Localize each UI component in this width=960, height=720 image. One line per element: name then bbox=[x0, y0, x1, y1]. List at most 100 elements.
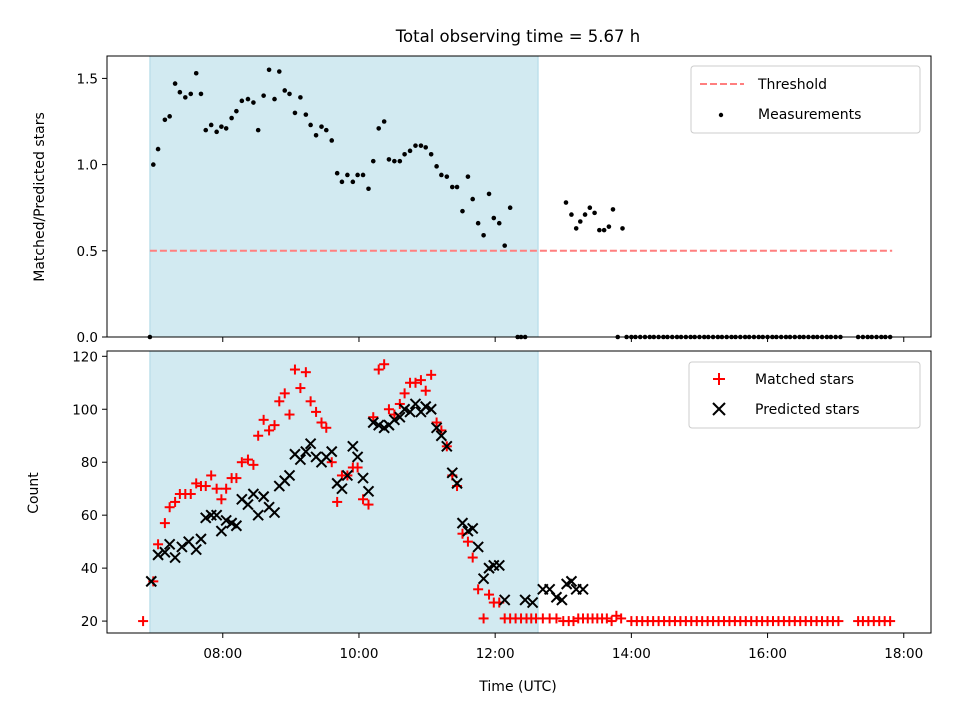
predicted-star-point bbox=[215, 525, 228, 537]
predicted-star-point bbox=[409, 398, 422, 410]
matched-star-point bbox=[311, 406, 322, 417]
measurement-point bbox=[355, 172, 360, 178]
matched-star-point bbox=[289, 364, 300, 375]
measurement-point bbox=[481, 232, 486, 238]
predicted-star-point bbox=[347, 440, 359, 453]
measurement-point bbox=[413, 143, 418, 148]
matched-star-point bbox=[885, 616, 896, 627]
measurement-point bbox=[203, 127, 209, 133]
predicted-stars-series bbox=[145, 398, 589, 609]
measurement-point bbox=[460, 208, 465, 214]
predicted-star-point bbox=[362, 485, 375, 498]
predicted-star-point bbox=[230, 520, 243, 532]
measurement-point bbox=[486, 191, 492, 197]
measurement-point bbox=[282, 88, 288, 93]
predicted-star-point bbox=[145, 575, 157, 588]
predicted-star-point bbox=[398, 403, 411, 415]
bottom-x-tick-label: 14:00 bbox=[612, 646, 651, 662]
bottom-legend: Matched stars Predicted stars bbox=[688, 361, 921, 429]
matched-star-point bbox=[415, 375, 426, 386]
predicted-star-point bbox=[341, 469, 354, 482]
matched-star-point bbox=[200, 481, 211, 492]
predicted-star-point bbox=[388, 414, 401, 426]
bottom-x-tick-label: 16:00 bbox=[748, 646, 787, 662]
measurement-point bbox=[376, 126, 382, 131]
measurement-point bbox=[449, 184, 455, 190]
bottom-axes-frame bbox=[106, 350, 932, 634]
measurement-point bbox=[155, 146, 161, 152]
measurement-point bbox=[439, 172, 444, 178]
legend-measurements-swatch bbox=[718, 112, 724, 118]
measurement-point bbox=[454, 184, 460, 190]
measurement-point bbox=[151, 162, 156, 167]
bottom-y-tick-label: 60 bbox=[81, 508, 98, 524]
matched-star-point bbox=[138, 616, 149, 627]
legend-predicted-label: Predicted stars bbox=[755, 402, 860, 418]
predicted-star-point bbox=[294, 453, 307, 466]
measurement-point bbox=[219, 124, 224, 129]
legend-measurements-label: Measurements bbox=[758, 107, 861, 123]
legend-predicted-swatch bbox=[712, 402, 726, 416]
top-y-tick-label: 1.5 bbox=[77, 71, 98, 87]
matched-star-point bbox=[264, 425, 275, 436]
predicted-star-point bbox=[190, 543, 202, 556]
matched-star-point bbox=[363, 499, 374, 510]
predicted-star-point bbox=[425, 403, 437, 415]
measurement-point bbox=[339, 179, 345, 185]
predicted-star-point bbox=[577, 583, 589, 596]
matched-star-point bbox=[833, 616, 844, 627]
measurement-point bbox=[323, 127, 329, 133]
measurement-point bbox=[188, 91, 194, 97]
predicted-star-point bbox=[367, 416, 379, 429]
measurement-point bbox=[620, 226, 625, 231]
predicted-star-point bbox=[169, 551, 181, 564]
measurement-point bbox=[402, 151, 407, 157]
predicted-star-point bbox=[519, 594, 531, 606]
bottom-y-tick-label: 40 bbox=[81, 561, 98, 577]
matched-star-point bbox=[164, 502, 175, 513]
measurement-point bbox=[266, 67, 272, 73]
predicted-star-point bbox=[404, 406, 416, 418]
measurement-point bbox=[360, 172, 366, 178]
measurement-point bbox=[319, 124, 324, 129]
matched-star-point bbox=[484, 589, 495, 600]
matched-star-point bbox=[551, 613, 562, 624]
predicted-star-point bbox=[220, 514, 232, 527]
chart-title: Total observing time = 5.67 h bbox=[395, 27, 640, 46]
matched-star-point bbox=[170, 496, 181, 507]
measurement-point bbox=[183, 95, 188, 100]
predicted-star-point bbox=[419, 400, 432, 413]
bottom-y-tick-label: 100 bbox=[72, 402, 98, 418]
measurement-point bbox=[407, 148, 413, 154]
measurement-point bbox=[470, 196, 475, 202]
measurement-point bbox=[428, 151, 434, 157]
top-y-tick-label: 0.0 bbox=[77, 330, 98, 346]
predicted-star-point bbox=[326, 445, 338, 458]
predicted-star-point bbox=[252, 509, 264, 521]
predicted-star-point bbox=[257, 490, 270, 503]
measurement-point bbox=[587, 205, 593, 211]
matched-star-point bbox=[284, 409, 295, 420]
predicted-star-point bbox=[200, 512, 212, 524]
predicted-star-point bbox=[163, 538, 176, 551]
measurement-point bbox=[214, 129, 219, 135]
predicted-star-point bbox=[441, 440, 453, 453]
predicted-star-point bbox=[195, 533, 207, 545]
matched-star-point bbox=[274, 396, 285, 407]
top-y-tick-label: 0.5 bbox=[77, 244, 98, 260]
matched-star-point bbox=[279, 388, 290, 399]
matched-star-point bbox=[236, 457, 247, 468]
matched-star-point bbox=[332, 496, 343, 507]
measurement-point bbox=[298, 95, 303, 100]
matched-star-point bbox=[462, 536, 473, 547]
bottom-y-tick-label: 80 bbox=[81, 455, 98, 471]
matched-star-point bbox=[326, 457, 337, 468]
bottom-x-tick-label: 12:00 bbox=[476, 646, 515, 662]
measurement-point bbox=[392, 158, 397, 164]
top-legend: Threshold Measurements bbox=[690, 65, 921, 134]
predicted-star-point bbox=[435, 430, 448, 442]
measurement-point bbox=[610, 207, 616, 212]
measurement-point bbox=[573, 226, 579, 231]
predicted-star-point bbox=[304, 437, 317, 450]
measurement-point bbox=[475, 220, 481, 226]
